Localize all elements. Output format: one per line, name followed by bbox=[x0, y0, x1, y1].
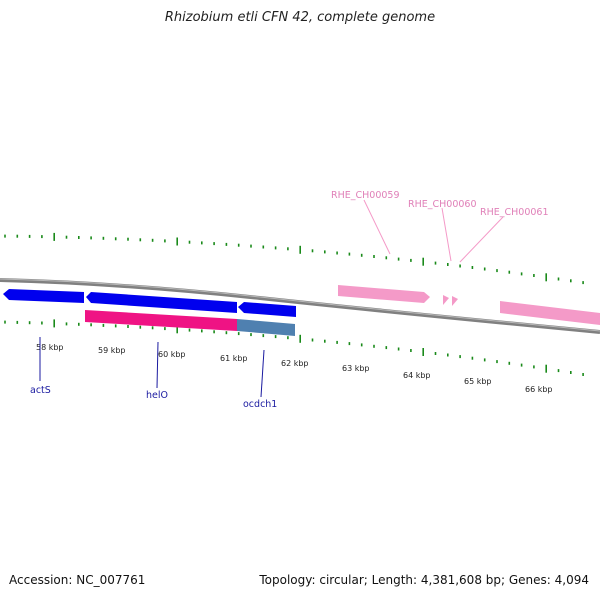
gene-helO[interactable] bbox=[86, 292, 237, 313]
gene-RHE_CH00059[interactable] bbox=[338, 285, 430, 303]
gene-label-actS[interactable]: actS bbox=[30, 385, 51, 396]
accession-text: Accession: NC_007761 bbox=[9, 573, 146, 587]
scale-label: 66 kbp bbox=[525, 385, 553, 394]
gene-ocdch1[interactable] bbox=[238, 302, 296, 317]
genome-title: Rhizobium etli CFN 42, complete genome bbox=[164, 10, 436, 25]
gene-RHE_CH00060[interactable] bbox=[443, 295, 449, 305]
genome-stats-text: Topology: circular; Length: 4,381,608 bp… bbox=[259, 573, 589, 587]
label-connector-RHE_CH00059 bbox=[363, 199, 391, 255]
label-connector-helO bbox=[156, 341, 159, 389]
gene-label-RHE_CH00060[interactable]: RHE_CH00060 bbox=[408, 199, 477, 210]
scale-label: 58 kbp bbox=[36, 343, 64, 352]
scale-label: 60 kbp bbox=[158, 350, 186, 359]
lower-tick-row bbox=[4, 319, 584, 376]
scale-labels: 58 kbp 59 kbp 60 kbp 61 kbp 62 kbp 63 kb… bbox=[36, 343, 553, 394]
genome-backbone bbox=[0, 278, 600, 334]
genome-backbone-highlight bbox=[0, 278, 600, 332]
gene-RHE_CH00060b[interactable] bbox=[452, 296, 458, 306]
scale-label: 62 kbp bbox=[281, 359, 309, 368]
upper-tick-row bbox=[4, 232, 584, 285]
gene-RHE_CH00061[interactable] bbox=[500, 301, 600, 325]
gene-label-RHE_CH00061[interactable]: RHE_CH00061 bbox=[480, 207, 549, 218]
scale-label: 59 kbp bbox=[98, 346, 126, 355]
gene-actS[interactable] bbox=[3, 289, 84, 303]
label-connector-ocdch1 bbox=[260, 349, 265, 398]
gene-label-helO[interactable]: helO bbox=[146, 390, 168, 401]
scale-label: 61 kbp bbox=[220, 354, 248, 363]
highlight-region-red bbox=[85, 310, 237, 331]
highlight-region-blue bbox=[237, 319, 295, 336]
scale-label: 64 kbp bbox=[403, 371, 431, 380]
label-connector-RHE_CH00061 bbox=[459, 216, 504, 263]
gene-label-RHE_CH00059[interactable]: RHE_CH00059 bbox=[331, 190, 400, 201]
scale-label: 65 kbp bbox=[464, 377, 492, 386]
label-connector-RHE_CH00060 bbox=[441, 207, 452, 262]
gene-label-ocdch1[interactable]: ocdch1 bbox=[243, 399, 277, 410]
scale-label: 63 kbp bbox=[342, 364, 370, 373]
